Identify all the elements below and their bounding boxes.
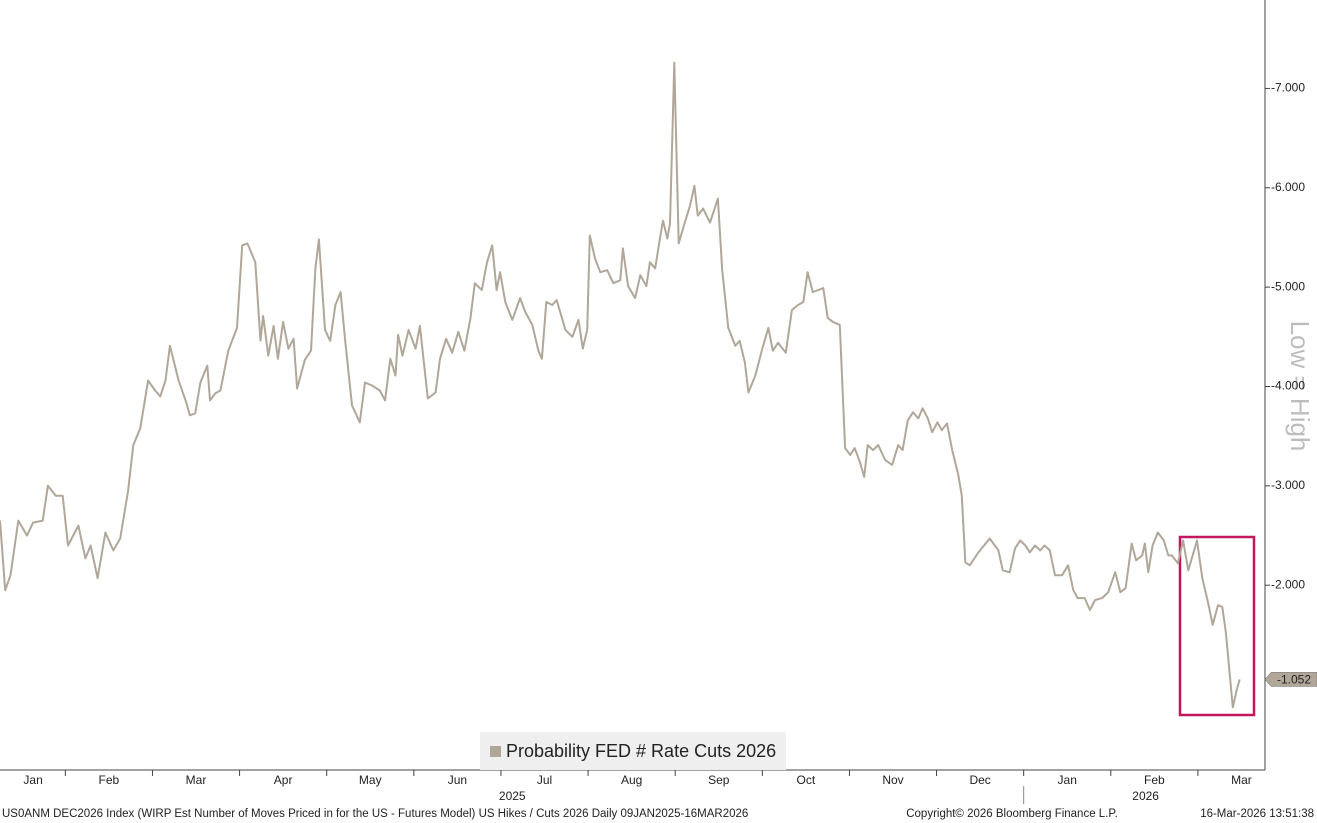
x-tick-label: Nov (882, 773, 903, 787)
y-tick-label: -4.000 (1271, 379, 1305, 393)
y-tick-label: -3.000 (1271, 478, 1305, 492)
last-value-label: -1.052 (1277, 673, 1311, 687)
y-tick-label: -7.000 (1271, 81, 1305, 95)
footer-description: US0ANM DEC2026 Index (WIRP Est Number of… (2, 808, 748, 820)
x-tick-label: Jun (448, 773, 467, 787)
x-tick-label: Jan (23, 773, 42, 787)
x-tick-label: Feb (99, 773, 120, 787)
x-tick-label: Jul (537, 773, 552, 787)
x-tick-label: Aug (621, 773, 642, 787)
legend-label: Probability FED # Rate Cuts 2026 (506, 741, 776, 761)
footer-timestamp: 16-Mar-2026 13:51:38 (1200, 808, 1314, 820)
x-tick-label: Oct (797, 773, 816, 787)
x-tick-label: Mar (1231, 773, 1252, 787)
axis-note: Low = High (1285, 321, 1315, 452)
x-tick-label: Feb (1144, 773, 1165, 787)
x-tick-label: Dec (969, 773, 990, 787)
year-label: 2026 (1132, 789, 1159, 803)
x-tick-label: Sep (708, 773, 730, 787)
legend-box (480, 732, 786, 770)
year-label: 2025 (499, 789, 526, 803)
y-tick-label: -6.000 (1271, 180, 1305, 194)
x-tick-label: Jan (1058, 773, 1077, 787)
y-tick-label: -2.000 (1271, 577, 1305, 591)
x-tick-label: Apr (274, 773, 293, 787)
footer-copyright: Copyright© 2026 Bloomberg Finance L.P. (906, 808, 1118, 820)
y-tick-label: -5.000 (1271, 279, 1305, 293)
highlight-box (1178, 535, 1256, 717)
legend-swatch (490, 746, 501, 757)
x-tick-label: May (359, 773, 382, 787)
x-tick-label: Mar (186, 773, 207, 787)
last-value-marker (1264, 672, 1317, 687)
data-line (0, 61, 1241, 709)
